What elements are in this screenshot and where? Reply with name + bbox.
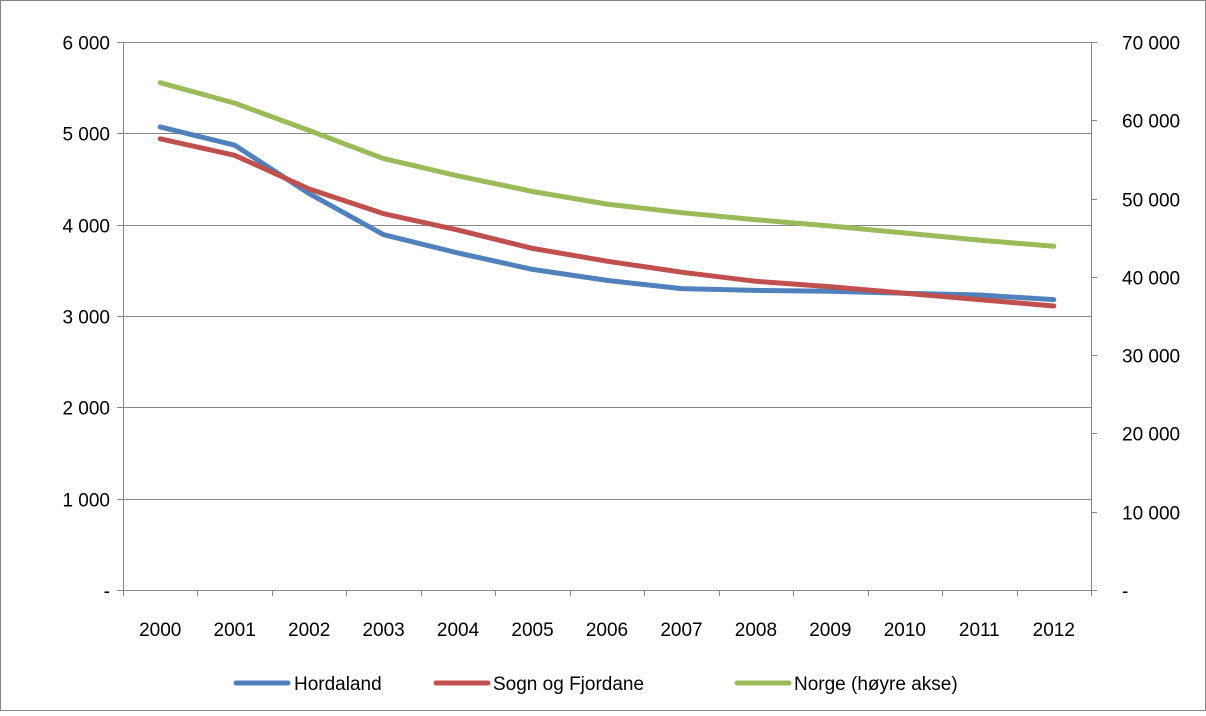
x-axis-tick-label: 2009 <box>809 620 851 641</box>
x-axis-tick-label: 2011 <box>959 620 1000 641</box>
right-axis-tick-label: 10 000 <box>1122 504 1180 525</box>
left-axis-tick-label: 5 000 <box>62 125 110 146</box>
right-axis-tick-label: 30 000 <box>1122 347 1180 368</box>
right-axis-tick-label: 50 000 <box>1122 191 1180 212</box>
legend-label: Sogn og Fjordane <box>493 674 644 695</box>
left-axis-tick-label: 2 000 <box>62 399 110 420</box>
axes: - 1 000 2 000 3 000 4 000 5 000 6 000 - 10 000 20… <box>62 34 1180 642</box>
x-axis-tick-label: 2008 <box>735 620 777 641</box>
x-axis-tick-label: 2003 <box>362 620 404 641</box>
series-lines <box>157 80 1057 309</box>
left-axis-tick-label: 3 000 <box>62 308 110 329</box>
x-axis-tick-label: 2001 <box>214 620 256 641</box>
left-axis-tick-label: - <box>104 582 110 603</box>
x-axis-tick-label: 2002 <box>288 620 330 641</box>
left-axis-tick-label: 6 000 <box>62 34 110 55</box>
right-axis-tick-label: 70 000 <box>1122 34 1180 55</box>
legend-label: Hordaland <box>294 674 382 695</box>
legend-label: Norge (høyre akse) <box>794 674 958 695</box>
x-axis-tick-label: 2007 <box>660 620 702 641</box>
series-line <box>157 136 1057 309</box>
right-axis-tick-label: 40 000 <box>1122 269 1180 290</box>
x-axis-tick-label: 2000 <box>139 620 181 641</box>
left-axis-tick-label: 4 000 <box>62 217 110 238</box>
x-axis-tick-label: 2010 <box>884 620 926 641</box>
series-line <box>157 80 1057 249</box>
x-axis-tick-label: 2004 <box>437 620 480 641</box>
x-axis-tick-label: 2005 <box>511 620 553 641</box>
x-axis-tick-label: 2012 <box>1033 620 1075 641</box>
legend: Hordaland Sogn og Fjordane Norge (høyre ak… <box>233 674 958 695</box>
left-axis-tick-label: 1 000 <box>62 491 110 512</box>
right-axis-tick-label: - <box>1122 582 1128 603</box>
x-axis-tick-label: 2006 <box>586 620 628 641</box>
right-axis-tick-label: 20 000 <box>1122 425 1180 446</box>
gridlines <box>123 42 1091 500</box>
right-axis-tick-label: 60 000 <box>1122 112 1180 133</box>
